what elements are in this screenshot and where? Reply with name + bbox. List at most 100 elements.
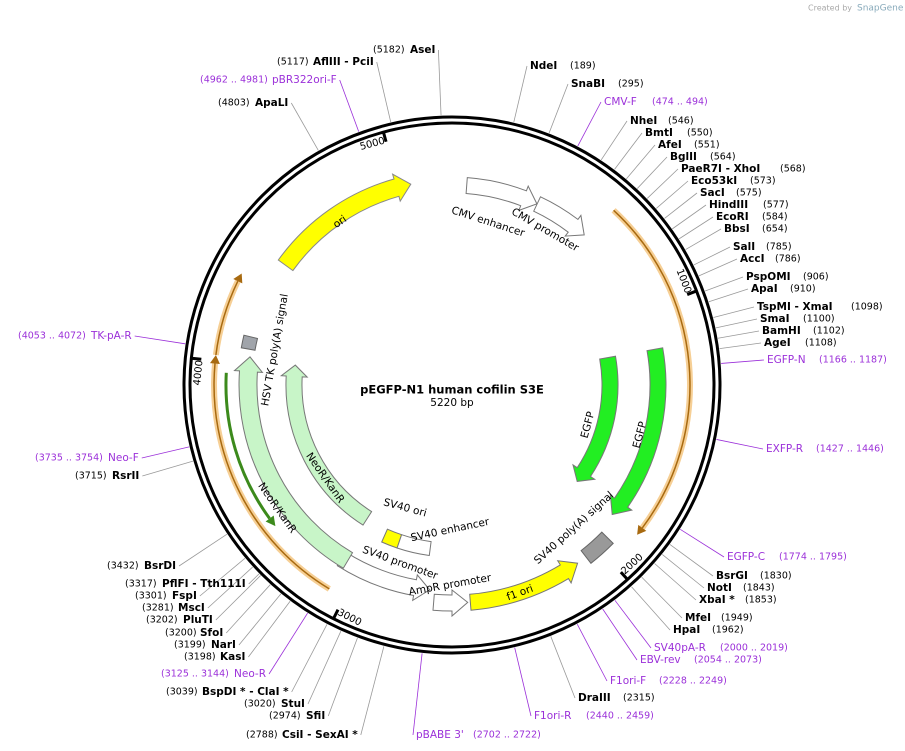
primer-leader — [679, 528, 725, 558]
primer-name[interactable]: EGFP-N — [767, 354, 806, 366]
ruler-label: 4000 — [192, 360, 206, 386]
enzyme-leader — [715, 318, 758, 329]
enzyme-leader — [327, 637, 358, 717]
enzyme-name[interactable]: NdeI — [530, 60, 557, 72]
enzyme-leader — [291, 624, 328, 693]
enzyme-name[interactable]: SfoI — [200, 627, 223, 639]
enzyme-name[interactable]: SmaI — [760, 313, 790, 325]
enzyme-name[interactable]: NotI — [707, 582, 732, 594]
primer-range: (1427 .. 1446) — [816, 444, 884, 455]
enzyme-position: (1949) — [721, 613, 753, 624]
primer-name[interactable]: Neo-R — [234, 668, 266, 680]
enzyme-name[interactable]: BsrDI — [144, 560, 176, 572]
primer-name[interactable]: SV40pA-R — [654, 642, 706, 654]
primer-range: (2054 .. 2073) — [694, 655, 762, 666]
feature-shape — [533, 196, 585, 237]
enzyme-position: (295) — [618, 79, 644, 90]
enzyme-leader — [631, 586, 671, 631]
enzyme-position: (577) — [763, 200, 789, 211]
enzyme-name[interactable]: NarI — [211, 639, 236, 651]
enzyme-name[interactable]: CsiI - SexAI * — [282, 729, 358, 741]
feature-shape — [240, 334, 259, 351]
backbone-inner — [188, 121, 716, 649]
primer-name[interactable]: F1ori-F — [610, 675, 646, 687]
enzyme-name[interactable]: ApaI — [751, 283, 778, 295]
enzyme-name[interactable]: HpaI — [673, 624, 700, 636]
enzyme-name[interactable]: SacI — [700, 187, 725, 199]
enzyme-name[interactable]: ApaLI — [255, 97, 288, 109]
enzyme-leader — [513, 65, 528, 123]
enzyme-name[interactable]: MscI — [178, 602, 205, 614]
primer-name[interactable]: F1ori-R — [534, 710, 571, 722]
brand[interactable]: SnapGene — [857, 4, 904, 14]
primer-name[interactable]: EXFP-R — [766, 443, 803, 455]
enzyme-name[interactable]: AccI — [740, 253, 764, 265]
primer-name[interactable]: TK-pA-R — [90, 330, 132, 342]
feature-shape — [432, 588, 469, 618]
enzyme-name[interactable]: BglII — [670, 151, 697, 163]
enzyme-name[interactable]: BsrGI — [716, 570, 748, 582]
enzyme-name[interactable]: StuI — [281, 698, 305, 710]
enzyme-name[interactable]: BmtI — [645, 127, 673, 139]
enzyme-leader — [225, 584, 271, 634]
enzyme-name[interactable]: AseI — [410, 44, 435, 56]
primer-leader — [514, 647, 532, 717]
enzyme-position: (5182) — [373, 45, 405, 56]
enzyme-position: (1853) — [745, 595, 777, 606]
enzyme-name[interactable]: KasI — [220, 651, 245, 663]
enzyme-name[interactable]: MfeI — [685, 612, 711, 624]
primer-name[interactable]: CMV-F — [604, 96, 637, 108]
enzyme-position: (1843) — [743, 583, 775, 594]
feature-shape — [609, 347, 667, 516]
feature-label: NeoR/KanR — [303, 451, 346, 506]
primer-range: (1166 .. 1187) — [819, 355, 887, 366]
primer-name[interactable]: pBR322ori-F — [272, 74, 337, 86]
plasmid-name: pEGFP-N1 human cofilin S3E — [360, 383, 544, 397]
enzyme-leader — [207, 566, 253, 609]
primer-name[interactable]: pBABE 3' — [416, 729, 464, 741]
enzyme-name[interactable]: DraIII — [578, 692, 611, 704]
enzyme-name[interactable]: BspDI * - ClaI * — [202, 686, 289, 698]
enzyme-name[interactable]: PspOMI — [746, 271, 791, 283]
enzyme-name[interactable]: AflIII - PciI — [313, 56, 374, 68]
enzyme-name[interactable]: Eco53kI — [691, 175, 737, 187]
enzyme-position: (3199) — [174, 640, 206, 651]
enzyme-name[interactable]: FspI — [172, 590, 197, 602]
enzyme-name[interactable]: NheI — [630, 115, 657, 127]
ruler-tick — [191, 356, 202, 361]
enzyme-name[interactable]: XbaI * — [699, 594, 735, 606]
primer-name[interactable]: Neo-F — [108, 452, 139, 464]
enzyme-name[interactable]: AfeI — [658, 139, 682, 151]
enzyme-position: (3281) — [142, 603, 174, 614]
enzyme-name[interactable]: PflFI - Tth111I — [162, 578, 246, 590]
enzyme-name[interactable]: SnaBI — [571, 78, 605, 90]
enzyme-name[interactable]: BbsI — [724, 223, 750, 235]
enzyme-position: (564) — [710, 152, 736, 163]
enzyme-name[interactable]: EcoRI — [716, 211, 749, 223]
enzyme-name[interactable]: HindIII — [709, 199, 748, 211]
enzyme-leader — [641, 576, 683, 619]
primer-name[interactable]: EBV-rev — [640, 654, 681, 666]
enzyme-position: (2315) — [623, 693, 655, 704]
enzyme-leader — [142, 460, 194, 477]
enzyme-name[interactable]: RsrII — [112, 470, 139, 482]
enzyme-position: (3202) — [146, 615, 178, 626]
enzyme-name[interactable]: BamHI — [762, 325, 801, 337]
enzyme-name[interactable]: TspMI - XmaI — [757, 301, 833, 313]
enzyme-name[interactable]: SfiI — [306, 710, 325, 722]
highlight-halo — [212, 279, 241, 356]
primer-leader — [576, 624, 608, 682]
primer-leader — [339, 79, 360, 132]
enzyme-position: (546) — [668, 116, 694, 127]
enzyme-name[interactable]: SalI — [733, 241, 755, 253]
enzyme-name[interactable]: PluTI — [183, 614, 213, 626]
primer-name[interactable]: EGFP-C — [727, 551, 765, 563]
primer-range: (2228 .. 2249) — [659, 676, 727, 687]
enzyme-position: (3020) — [244, 699, 276, 710]
primer-range: (3735 .. 3754) — [35, 453, 103, 464]
enzyme-name[interactable]: PaeR7I - XhoI — [681, 163, 760, 175]
primer-leader — [141, 446, 190, 459]
enzyme-name[interactable]: AgeI — [764, 337, 791, 349]
feature-shape — [336, 551, 431, 602]
